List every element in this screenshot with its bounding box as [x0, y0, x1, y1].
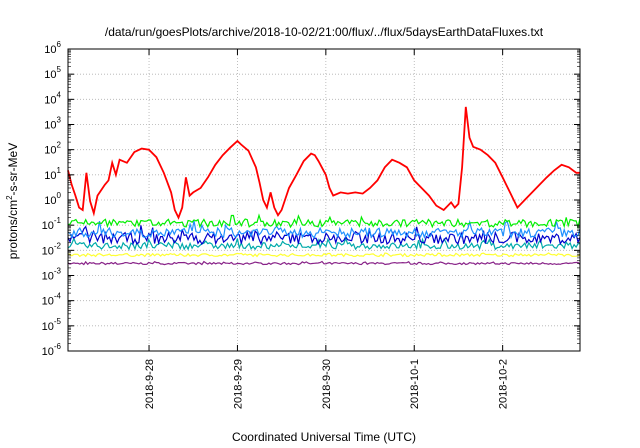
y-tick-label: 10-3: [42, 267, 62, 283]
flux-series-line: [67, 213, 581, 230]
x-tick-label: 2018-10-1: [409, 359, 421, 409]
flux-series-line: [67, 236, 581, 251]
y-axis-label: protons/cm2-s-sr-MeV: [5, 143, 20, 259]
y-tick-label: 106: [44, 40, 61, 56]
x-tick-label: 2018-9-29: [232, 359, 244, 409]
y-tick-label: 100: [44, 191, 61, 207]
y-tick-label: 10-1: [42, 216, 62, 232]
x-axis-label: Coordinated Universal Time (UTC): [232, 430, 416, 444]
series-group: [67, 106, 581, 266]
x-tick-label: 2018-10-2: [498, 359, 510, 409]
x-ticks: 2018-9-28 2018-9-29 2018-9-30 2018-10-1 2018…: [144, 49, 510, 409]
svg-text:protons/cm2-s-sr-MeV: protons/cm2-s-sr-MeV: [5, 143, 20, 259]
y-tick-label: 10-4: [42, 292, 62, 308]
y-tick-label: 105: [44, 65, 61, 81]
x-tick-label: 2018-9-30: [321, 359, 333, 409]
flux-series-line: [67, 260, 581, 266]
y-axis-label-tail: -s-sr-MeV: [6, 143, 20, 196]
y-ticks: 106 105 104 103 102 101 100 10-1 10-2 10-3 10-4 10-…: [42, 40, 580, 358]
y-axis-label-sup: 2: [5, 195, 14, 200]
y-tick-label: 102: [44, 141, 61, 157]
y-tick-label: 10-5: [42, 317, 62, 333]
y-tick-label: 104: [44, 90, 61, 106]
y-tick-label: 10-2: [42, 241, 62, 257]
y-tick-label: 101: [44, 166, 61, 182]
grid: [68, 49, 580, 351]
flux-series-line: [67, 225, 581, 246]
y-tick-label: 103: [44, 116, 61, 132]
x-tick-label: 2018-9-28: [144, 359, 156, 409]
chart-title: /data/run/goesPlots/archive/2018-10-02/2…: [105, 25, 544, 39]
proton-flux-line: [67, 106, 580, 220]
flux-series-line: [67, 252, 581, 258]
flux-series-line: [67, 219, 581, 240]
y-axis-label-main: protons/cm: [6, 200, 20, 259]
y-tick-label: 10-6: [42, 342, 62, 358]
